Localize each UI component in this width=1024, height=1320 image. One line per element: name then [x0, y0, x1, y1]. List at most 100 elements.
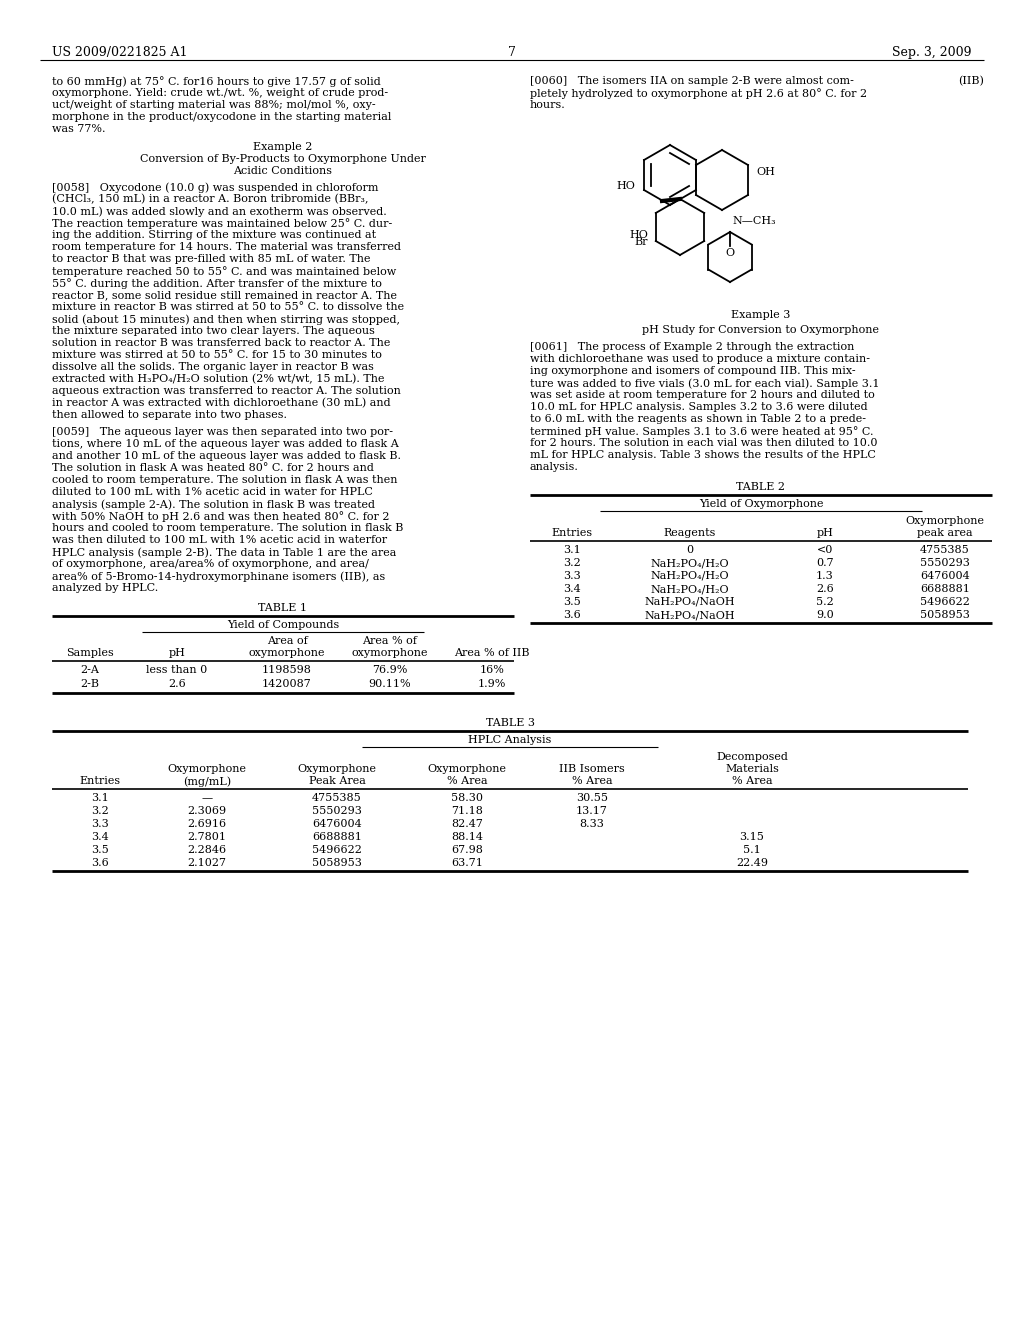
Text: was 77%.: was 77%.	[52, 124, 105, 135]
Text: The reaction temperature was maintained below 25° C. dur-: The reaction temperature was maintained …	[52, 218, 392, 228]
Text: —: —	[202, 793, 213, 803]
Text: 76.9%: 76.9%	[373, 665, 408, 675]
Text: 2.3069: 2.3069	[187, 807, 226, 816]
Text: in reactor A was extracted with dichloroethane (30 mL) and: in reactor A was extracted with dichloro…	[52, 399, 390, 408]
Text: 5.2: 5.2	[816, 597, 834, 607]
Text: 4755385: 4755385	[921, 545, 970, 554]
Text: mixture was stirred at 50 to 55° C. for 15 to 30 minutes to: mixture was stirred at 50 to 55° C. for …	[52, 350, 382, 360]
Text: 82.47: 82.47	[451, 818, 483, 829]
Text: NaH₂PO₄/H₂O: NaH₂PO₄/H₂O	[650, 583, 729, 594]
Text: 3.5: 3.5	[91, 845, 109, 855]
Text: 10.0 mL) was added slowly and an exotherm was observed.: 10.0 mL) was added slowly and an exother…	[52, 206, 387, 216]
Text: reactor B, some solid residue still remained in reactor A. The: reactor B, some solid residue still rema…	[52, 290, 397, 300]
Text: HO: HO	[629, 230, 648, 240]
Text: area% of 5-Bromo-14-hydroxymorphinane isomers (IIB), as: area% of 5-Bromo-14-hydroxymorphinane is…	[52, 572, 385, 582]
Text: termined pH value. Samples 3.1 to 3.6 were heated at 95° C.: termined pH value. Samples 3.1 to 3.6 we…	[530, 426, 873, 437]
Text: 6476004: 6476004	[312, 818, 361, 829]
Text: 3.1: 3.1	[91, 793, 109, 803]
Text: Samples: Samples	[67, 648, 114, 657]
Text: 3.4: 3.4	[563, 583, 581, 594]
Text: % Area: % Area	[571, 776, 612, 785]
Text: for 2 hours. The solution in each vial was then diluted to 10.0: for 2 hours. The solution in each vial w…	[530, 438, 878, 447]
Text: 3.2: 3.2	[563, 558, 581, 568]
Text: TABLE 3: TABLE 3	[485, 718, 535, 729]
Text: peak area: peak area	[918, 528, 973, 539]
Text: to 60 mmHg) at 75° C. for16 hours to give 17.57 g of solid: to 60 mmHg) at 75° C. for16 hours to giv…	[52, 77, 381, 87]
Text: N—CH₃: N—CH₃	[732, 216, 775, 226]
Text: 5550293: 5550293	[920, 558, 970, 568]
Text: Sep. 3, 2009: Sep. 3, 2009	[893, 46, 972, 59]
Text: <0: <0	[817, 545, 834, 554]
Text: pletely hydrolyzed to oxymorphone at pH 2.6 at 80° C. for 2: pletely hydrolyzed to oxymorphone at pH …	[530, 88, 867, 99]
Text: Oxymorphone: Oxymorphone	[427, 764, 507, 774]
Text: was set aside at room temperature for 2 hours and diluted to: was set aside at room temperature for 2 …	[530, 389, 874, 400]
Text: 5058953: 5058953	[920, 610, 970, 620]
Text: OH: OH	[756, 168, 775, 177]
Text: 1.9%: 1.9%	[478, 678, 506, 689]
Text: solid (about 15 minutes) and then when stirring was stopped,: solid (about 15 minutes) and then when s…	[52, 314, 400, 325]
Text: morphone in the product/oxycodone in the starting material: morphone in the product/oxycodone in the…	[52, 112, 391, 121]
Text: 5496622: 5496622	[920, 597, 970, 607]
Text: The solution in flask A was heated 80° C. for 2 hours and: The solution in flask A was heated 80° C…	[52, 463, 374, 473]
Text: [0058]   Oxycodone (10.0 g) was suspended in chloroform: [0058] Oxycodone (10.0 g) was suspended …	[52, 182, 379, 193]
Text: tions, where 10 mL of the aqueous layer was added to flask A: tions, where 10 mL of the aqueous layer …	[52, 440, 398, 449]
Text: 2.6: 2.6	[168, 678, 186, 689]
Text: 0.7: 0.7	[816, 558, 834, 568]
Text: uct/weight of starting material was 88%; mol/mol %, oxy-: uct/weight of starting material was 88%;…	[52, 100, 376, 110]
Text: 1420087: 1420087	[262, 678, 312, 689]
Text: 6688881: 6688881	[312, 832, 361, 842]
Text: extracted with H₃PO₄/H₂O solution (2% wt/wt, 15 mL). The: extracted with H₃PO₄/H₂O solution (2% wt…	[52, 374, 384, 384]
Text: Decomposed: Decomposed	[716, 752, 787, 762]
Text: 2-A: 2-A	[81, 665, 99, 675]
Text: 6476004: 6476004	[921, 572, 970, 581]
Text: less than 0: less than 0	[146, 665, 208, 675]
Text: 3.6: 3.6	[91, 858, 109, 869]
Text: of oxymorphone, area/area% of oxymorphone, and area/: of oxymorphone, area/area% of oxymorphon…	[52, 558, 369, 569]
Text: Oxymorphone: Oxymorphone	[298, 764, 377, 774]
Text: Oxymorphone: Oxymorphone	[905, 516, 984, 525]
Text: ing the addition. Stirring of the mixture was continued at: ing the addition. Stirring of the mixtur…	[52, 230, 376, 240]
Text: NaH₂PO₄/H₂O: NaH₂PO₄/H₂O	[650, 558, 729, 568]
Text: to reactor B that was pre-filled with 85 mL of water. The: to reactor B that was pre-filled with 85…	[52, 253, 371, 264]
Text: Yield of Oxymorphone: Yield of Oxymorphone	[698, 499, 823, 510]
Text: Acidic Conditions: Acidic Conditions	[233, 166, 333, 176]
Text: and another 10 mL of the aqueous layer was added to flask B.: and another 10 mL of the aqueous layer w…	[52, 451, 401, 461]
Text: Area of: Area of	[266, 636, 307, 645]
Text: [0059]   The aqueous layer was then separated into two por-: [0059] The aqueous layer was then separa…	[52, 426, 393, 437]
Text: then allowed to separate into two phases.: then allowed to separate into two phases…	[52, 411, 287, 420]
Text: Example 2: Example 2	[253, 143, 312, 152]
Text: 3.6: 3.6	[563, 610, 581, 620]
Text: (CHCl₃, 150 mL) in a reactor A. Boron tribromide (BBr₃,: (CHCl₃, 150 mL) in a reactor A. Boron tr…	[52, 194, 369, 205]
Text: hours and cooled to room temperature. The solution in flask B: hours and cooled to room temperature. Th…	[52, 523, 403, 533]
Text: (mg/mL): (mg/mL)	[183, 776, 231, 787]
Text: with 50% NaOH to pH 2.6 and was then heated 80° C. for 2: with 50% NaOH to pH 2.6 and was then hea…	[52, 511, 389, 521]
Text: HPLC analysis (sample 2-B). The data in Table 1 are the area: HPLC analysis (sample 2-B). The data in …	[52, 546, 396, 557]
Text: 3.5: 3.5	[563, 597, 581, 607]
Text: hours.: hours.	[530, 100, 565, 110]
Text: mL for HPLC analysis. Table 3 shows the results of the HPLC: mL for HPLC analysis. Table 3 shows the …	[530, 450, 876, 459]
Text: was then diluted to 100 mL with 1% acetic acid in waterfor: was then diluted to 100 mL with 1% aceti…	[52, 535, 387, 545]
Text: IIB Isomers: IIB Isomers	[559, 764, 625, 774]
Text: 30.55: 30.55	[575, 793, 608, 803]
Text: 7: 7	[508, 46, 516, 59]
Text: 55° C. during the addition. After transfer of the mixture to: 55° C. during the addition. After transf…	[52, 279, 382, 289]
Text: 5058953: 5058953	[312, 858, 361, 869]
Text: (IIB): (IIB)	[958, 77, 984, 86]
Text: HPLC Analysis: HPLC Analysis	[468, 735, 552, 744]
Text: 2.6916: 2.6916	[187, 818, 226, 829]
Text: 2-B: 2-B	[81, 678, 99, 689]
Text: temperature reached 50 to 55° C. and was maintained below: temperature reached 50 to 55° C. and was…	[52, 267, 396, 277]
Text: 3.1: 3.1	[563, 545, 581, 554]
Text: the mixture separated into two clear layers. The aqueous: the mixture separated into two clear lay…	[52, 326, 375, 337]
Text: 3.2: 3.2	[91, 807, 109, 816]
Text: 88.14: 88.14	[451, 832, 483, 842]
Text: pH: pH	[816, 528, 834, 539]
Text: 67.98: 67.98	[451, 845, 483, 855]
Text: oxymorphone. Yield: crude wt./wt. %, weight of crude prod-: oxymorphone. Yield: crude wt./wt. %, wei…	[52, 88, 388, 98]
Text: solution in reactor B was transferred back to reactor A. The: solution in reactor B was transferred ba…	[52, 338, 390, 348]
Text: 3.15: 3.15	[739, 832, 765, 842]
Text: US 2009/0221825 A1: US 2009/0221825 A1	[52, 46, 187, 59]
Text: NaH₂PO₄/NaOH: NaH₂PO₄/NaOH	[645, 597, 735, 607]
Text: analysis.: analysis.	[530, 462, 579, 473]
Text: analysis (sample 2-A). The solution in flask B was treated: analysis (sample 2-A). The solution in f…	[52, 499, 375, 510]
